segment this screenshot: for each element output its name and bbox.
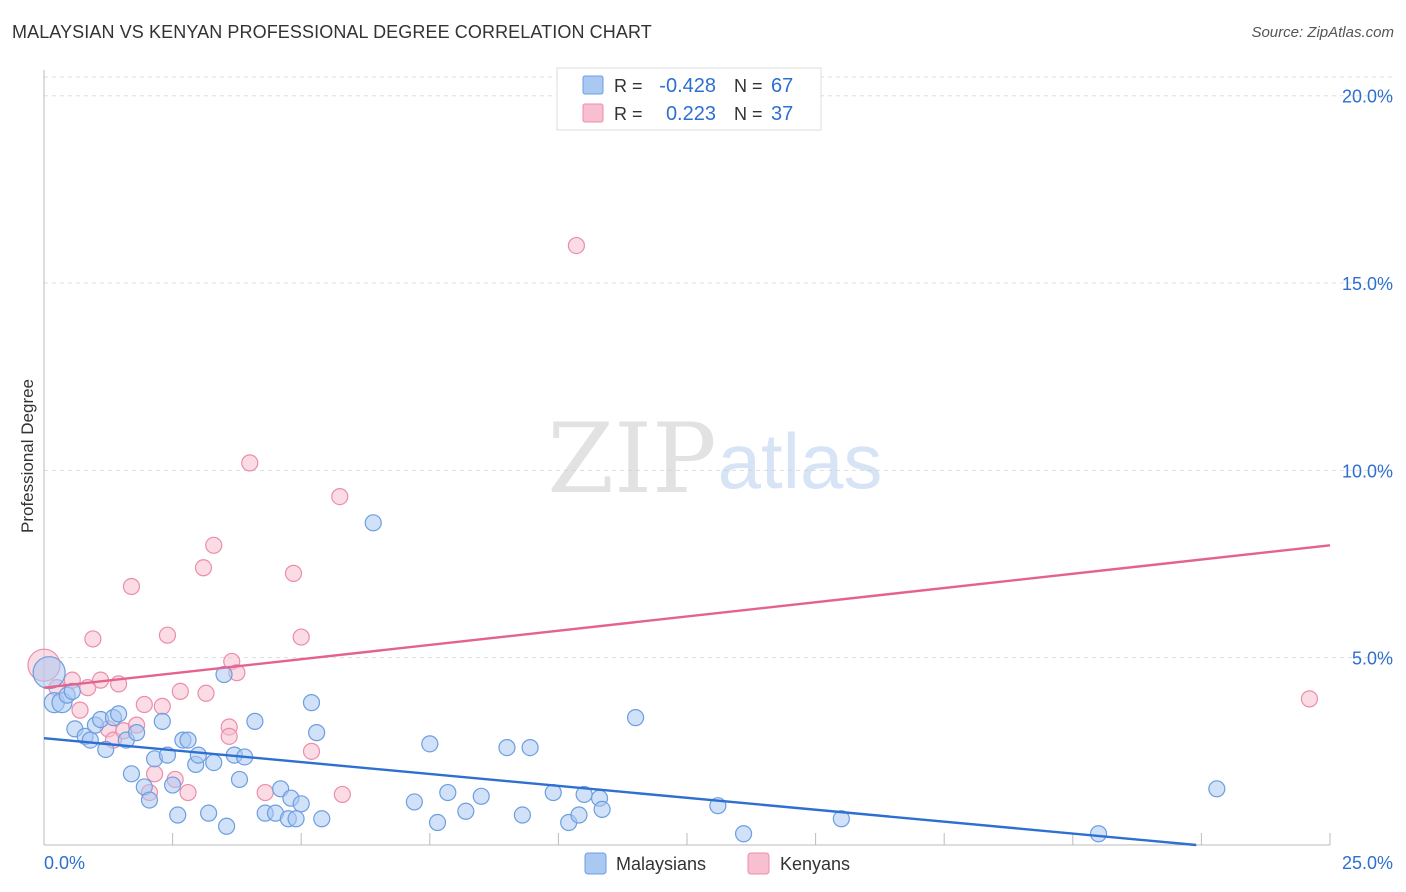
malaysian-point [169, 806, 187, 824]
kenyan-point [284, 564, 303, 582]
malaysian-point [626, 709, 645, 727]
malaysian-point [364, 514, 382, 532]
malaysian-point [230, 770, 249, 789]
legend-label-kenyans: Kenyans [780, 854, 850, 874]
malaysian-point [32, 656, 66, 690]
kenyan-point [171, 682, 189, 701]
kenyans-trend-line [43, 544, 1331, 689]
stat-r-value-malaysians: -0.428 [659, 75, 716, 97]
malaysian-point [570, 806, 588, 824]
stat-swatch-malaysians [582, 75, 604, 95]
kenyan-point [292, 628, 310, 646]
stat-swatch-kenyans [582, 103, 604, 123]
watermark-atlas: atlas [718, 417, 883, 505]
series-legend: Malaysians Kenyans [584, 852, 850, 875]
malaysian-point [189, 746, 207, 764]
kenyan-point [153, 697, 171, 715]
stat-n-label-malaysians: N = [734, 76, 763, 96]
malaysian-point [302, 694, 321, 712]
kenyan-point [122, 577, 141, 596]
malaysian-point [1208, 780, 1226, 798]
malaysian-point [593, 800, 611, 819]
axes [43, 70, 1331, 846]
malaysian-point [734, 825, 753, 843]
malaysian-point [218, 817, 236, 835]
kenyan-point [567, 236, 586, 255]
malaysian-point [153, 712, 171, 730]
kenyan-point [333, 785, 351, 804]
stat-n-value-kenyans: 37 [771, 103, 793, 125]
y-tick-label: 20.0% [1342, 87, 1393, 107]
legend-swatch-kenyans [747, 852, 770, 875]
tick-labels: 5.0% 10.0% 15.0% 20.0% 0.0% 25.0% [44, 87, 1393, 873]
stat-r-label-kenyans: R = [614, 104, 643, 124]
x-tick-label-max: 25.0% [1342, 853, 1393, 873]
source-label: Source: ZipAtlas.com [1251, 24, 1394, 41]
y-tick-label: 15.0% [1342, 274, 1393, 294]
malaysian-point [127, 724, 146, 742]
malaysian-point [308, 724, 326, 742]
malaysian-point [81, 731, 99, 749]
malaysian-point [421, 735, 439, 753]
malaysian-point [287, 810, 305, 828]
stat-n-label-kenyans: N = [734, 104, 763, 124]
malaysian-point [205, 753, 223, 772]
kenyan-point [145, 765, 164, 783]
kenyan-point [179, 783, 197, 802]
kenyan-point [84, 630, 102, 648]
malaysian-point [472, 787, 490, 805]
malaysian-point [292, 795, 310, 813]
kenyan-point [71, 701, 89, 719]
malaysians-points [32, 514, 1226, 843]
y-tick-label: 5.0% [1352, 649, 1393, 669]
y-tick-label: 10.0% [1342, 461, 1393, 481]
kenyans-points [27, 236, 1319, 804]
kenyan-point [197, 684, 215, 702]
malaysian-point [109, 705, 128, 723]
watermark-zip: ZIP [547, 403, 716, 515]
malaysian-point [313, 810, 331, 828]
x-tick-label-min: 0.0% [44, 853, 85, 873]
malaysian-point [428, 813, 447, 832]
kenyan-point [256, 783, 274, 802]
malaysian-point [521, 738, 539, 757]
malaysian-point [164, 776, 182, 794]
stat-r-value-kenyans: 0.223 [666, 103, 716, 125]
kenyan-point [302, 742, 321, 760]
stat-r-label-malaysians: R = [614, 76, 643, 96]
malaysian-point [1089, 825, 1108, 843]
malaysian-point [200, 804, 218, 822]
kenyan-point [194, 559, 213, 577]
kenyan-point [220, 727, 238, 745]
kenyan-point [135, 695, 153, 714]
malaysian-point [457, 802, 475, 820]
kenyan-point [1300, 690, 1319, 708]
gridlines [44, 76, 1394, 659]
legend-label-malaysians: Malaysians [616, 854, 706, 874]
malaysian-point [179, 731, 197, 749]
malaysian-point [439, 783, 457, 802]
kenyan-point [205, 536, 223, 554]
malaysian-point [246, 712, 264, 730]
legend-swatch-malaysians [584, 852, 607, 875]
trend-lines [43, 544, 1331, 847]
kenyan-point [241, 454, 259, 472]
malaysian-point [498, 738, 516, 757]
kenyan-point [331, 487, 349, 506]
malaysian-point [832, 810, 850, 828]
malaysian-point [140, 791, 159, 809]
malaysian-point [405, 793, 423, 811]
malaysians-trend-line [43, 737, 1197, 847]
malaysian-point [122, 765, 141, 783]
chart-title: MALAYSIAN VS KENYAN PROFESSIONAL DEGREE … [12, 22, 652, 42]
stat-legend: R = -0.428 N = 67 R = 0.223 N = 37 [556, 67, 822, 131]
malaysian-point [513, 806, 531, 824]
stat-n-value-malaysians: 67 [771, 75, 793, 97]
kenyan-point [158, 626, 177, 644]
